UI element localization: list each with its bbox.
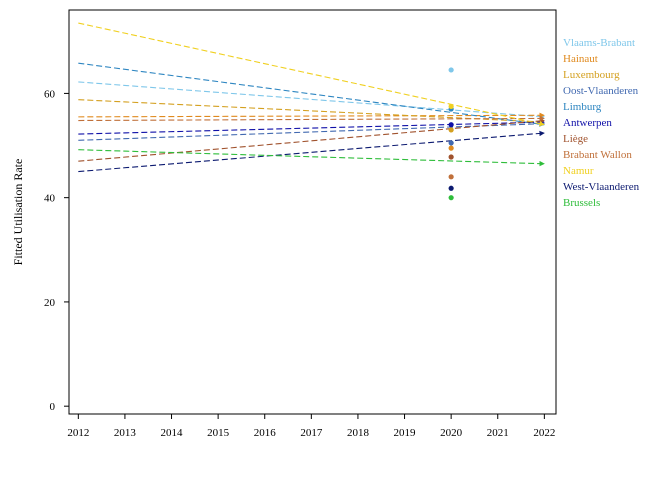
x-tick-label: 2019 [394,427,417,439]
x-tick-label: 2012 [67,427,89,439]
data-point-west-vlaanderen [448,185,454,191]
x-tick-label: 2018 [347,427,370,439]
x-tick-label: 2013 [114,427,137,439]
series-line-vlaams-brabant [78,81,545,120]
data-point-hainaut [448,145,454,151]
legend-item-namur: Namur [563,165,594,177]
series-line-limburg [78,62,545,127]
x-tick-label: 2022 [533,427,555,439]
x-tick-label: 2021 [487,427,509,439]
legend-item-oost-vlaanderen: Oost-Vlaanderen [563,85,639,97]
legend-item-limburg: Limburg [563,101,602,113]
data-point-oost-vlaanderen [448,140,454,146]
legend-item-luxembourg: Luxembourg [563,69,620,81]
y-tick-label: 60 [44,88,56,100]
series-line-namur [78,22,545,127]
x-tick-label: 2020 [440,427,463,439]
data-point-liege [448,154,454,160]
legend-item-vlaams-brabant: Vlaams-Brabant [563,37,635,49]
legend: Vlaams-Brabant Hainaut Luxembourg Oost-Vlaa… [563,37,640,209]
data-point-antwerpen [448,122,454,128]
series-line-antwerpen [78,119,545,135]
y-axis-title: Fitted Utilisation Rate [11,159,25,266]
data-point-brabant-wallon [448,174,454,180]
y-tick-label: 0 [50,401,56,413]
legend-item-antwerpen: Antwerpen [563,117,612,129]
data-point-brussels [448,195,454,201]
series-points [448,67,454,201]
data-point-luxembourg [448,127,454,133]
series-lines [78,22,545,173]
y-axis: 0 20 40 60 [44,88,69,413]
x-tick-label: 2015 [207,427,230,439]
legend-item-brussels: Brussels [563,197,600,209]
series-line-hainaut [78,112,545,119]
series-line-brabant-wallon [78,115,545,122]
series-line-brussels [78,149,545,167]
legend-item-west-vlaanderen: West-Vlaanderen [563,181,640,193]
series-line-liege [78,118,545,162]
x-tick-label: 2016 [254,427,277,439]
y-tick-label: 20 [44,297,56,309]
series-line-west-vlaanderen [78,130,545,173]
x-tick-label: 2014 [161,427,184,439]
data-point-vlaams-brabant [448,67,454,73]
legend-item-brabant-wallon: Brabant Wallon [563,149,632,161]
data-point-namur [448,103,454,110]
plot-frame [68,9,557,415]
y-tick-label: 40 [44,193,56,205]
legend-item-liege: Liège [563,133,588,145]
x-tick-label: 2017 [300,427,323,439]
series-line-oost-vlaanderen [78,121,545,141]
legend-item-hainaut: Hainaut [563,53,598,65]
x-axis: 2012 2013 2014 2015 2016 2017 2018 2019 2020 2021… [67,414,555,439]
